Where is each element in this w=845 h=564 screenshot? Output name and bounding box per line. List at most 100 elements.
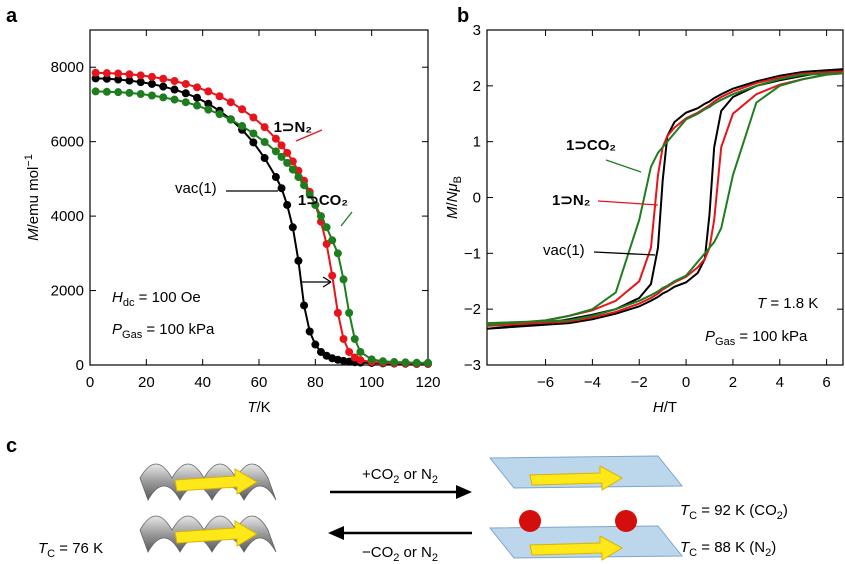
data-point: [339, 334, 348, 343]
text-part: H: [653, 399, 664, 416]
data-point: [249, 129, 258, 138]
x-axis-label: T/K: [247, 399, 270, 416]
text-part: /emu mol: [25, 167, 42, 229]
y-axis-label: M/emu mol−1: [23, 154, 42, 241]
data-point: [300, 181, 309, 190]
tc-label: TC = 88 K (N2): [680, 539, 776, 559]
panel-label: c: [6, 435, 17, 457]
data-point: [271, 173, 280, 182]
text-part: C: [689, 510, 697, 522]
data-point: [305, 190, 314, 199]
data-point: [136, 90, 145, 99]
y-tick-label: 4000: [51, 208, 84, 225]
data-point: [300, 301, 309, 310]
data-point: [283, 158, 292, 167]
data-point: [181, 98, 190, 107]
annotation: PGas = 100 kPa: [705, 328, 808, 348]
data-point: [333, 308, 342, 317]
data-point: [125, 76, 134, 85]
data-point: [311, 340, 320, 349]
text-part: μ: [444, 183, 461, 192]
series-label: vac(1): [543, 242, 585, 259]
y-axis-label: M/NμB: [444, 176, 464, 219]
x-tick-label: 40: [194, 374, 211, 391]
data-point: [226, 98, 235, 107]
data-point: [311, 200, 320, 209]
text-part: = 100 Oe: [134, 289, 200, 306]
data-point: [305, 327, 314, 336]
data-point: [170, 76, 179, 85]
spin-arrow: [529, 465, 624, 491]
x-tick-label: −2: [631, 374, 648, 391]
diagram-art: [139, 455, 684, 561]
panel-label: a: [6, 5, 18, 27]
text-part: Gas: [715, 336, 736, 348]
label-leader: [295, 129, 323, 142]
arrow-head: [456, 485, 472, 499]
arrow-head: [328, 526, 344, 540]
text-part: −CO: [362, 544, 393, 561]
transition-label: +CO2 or N2: [362, 466, 438, 486]
text-part: T: [680, 502, 691, 519]
text-part: = 100 kPa: [142, 321, 215, 338]
x-tick-label: −4: [584, 374, 601, 391]
series-label: 1⊃N₂: [274, 119, 312, 136]
text-part: = 1.8 K: [766, 295, 818, 312]
data-point: [125, 88, 134, 97]
data-point: [159, 82, 168, 91]
text-part: M: [25, 228, 42, 241]
x-tick-label: 2: [729, 374, 737, 391]
annotation: T = 1.8 K: [757, 295, 818, 312]
text-part: 2: [432, 552, 438, 564]
data-point: [345, 347, 354, 356]
data-point: [114, 69, 123, 78]
y-tick-label: 1: [473, 134, 481, 151]
text-part: ): [783, 502, 788, 519]
data-point: [159, 93, 168, 102]
data-point: [181, 79, 190, 88]
x-tick-label: 60: [251, 374, 268, 391]
data-point: [339, 275, 348, 284]
x-tick-label: 20: [138, 374, 155, 391]
data-point: [226, 115, 235, 124]
text-part: N: [444, 191, 461, 202]
text-part: ): [771, 539, 776, 556]
spin-arrow: [174, 468, 258, 495]
x-tick-label: 4: [776, 374, 784, 391]
data-point: [91, 68, 100, 77]
data-point: [316, 347, 325, 356]
data-point: [288, 165, 297, 174]
y-tick-label: −1: [464, 245, 481, 262]
data-point: [215, 110, 224, 119]
y-tick-label: −2: [464, 301, 481, 318]
data-point: [322, 240, 331, 249]
spin-arrow: [529, 535, 624, 561]
text-part: or N: [399, 544, 432, 561]
data-point: [294, 256, 303, 265]
text-part: = 88 K (N: [697, 539, 765, 556]
text-part: /K: [256, 399, 270, 416]
data-point: [147, 72, 156, 81]
data-point: [114, 75, 123, 84]
data-point: [277, 141, 286, 150]
x-tick-label: 6: [822, 374, 830, 391]
annotation: PGas = 100 kPa: [112, 321, 215, 341]
text-part: 2: [393, 474, 399, 486]
label-leader: [597, 200, 659, 206]
y-tick-label: 2000: [51, 283, 84, 300]
text-part: T: [38, 540, 49, 557]
data-point: [345, 308, 354, 317]
data-point: [204, 105, 213, 114]
data-point: [283, 200, 292, 209]
data-point: [316, 212, 325, 221]
data-point: [277, 152, 286, 161]
text-part: B: [452, 176, 464, 183]
data-point: [294, 173, 303, 182]
annotation: Hdc = 100 Oe: [112, 289, 201, 309]
data-point: [159, 74, 168, 83]
data-point: [271, 147, 280, 156]
data-point: [170, 85, 179, 94]
x-tick-label: 120: [415, 374, 440, 391]
data-point: [277, 184, 286, 193]
text-part: 2: [777, 510, 783, 522]
